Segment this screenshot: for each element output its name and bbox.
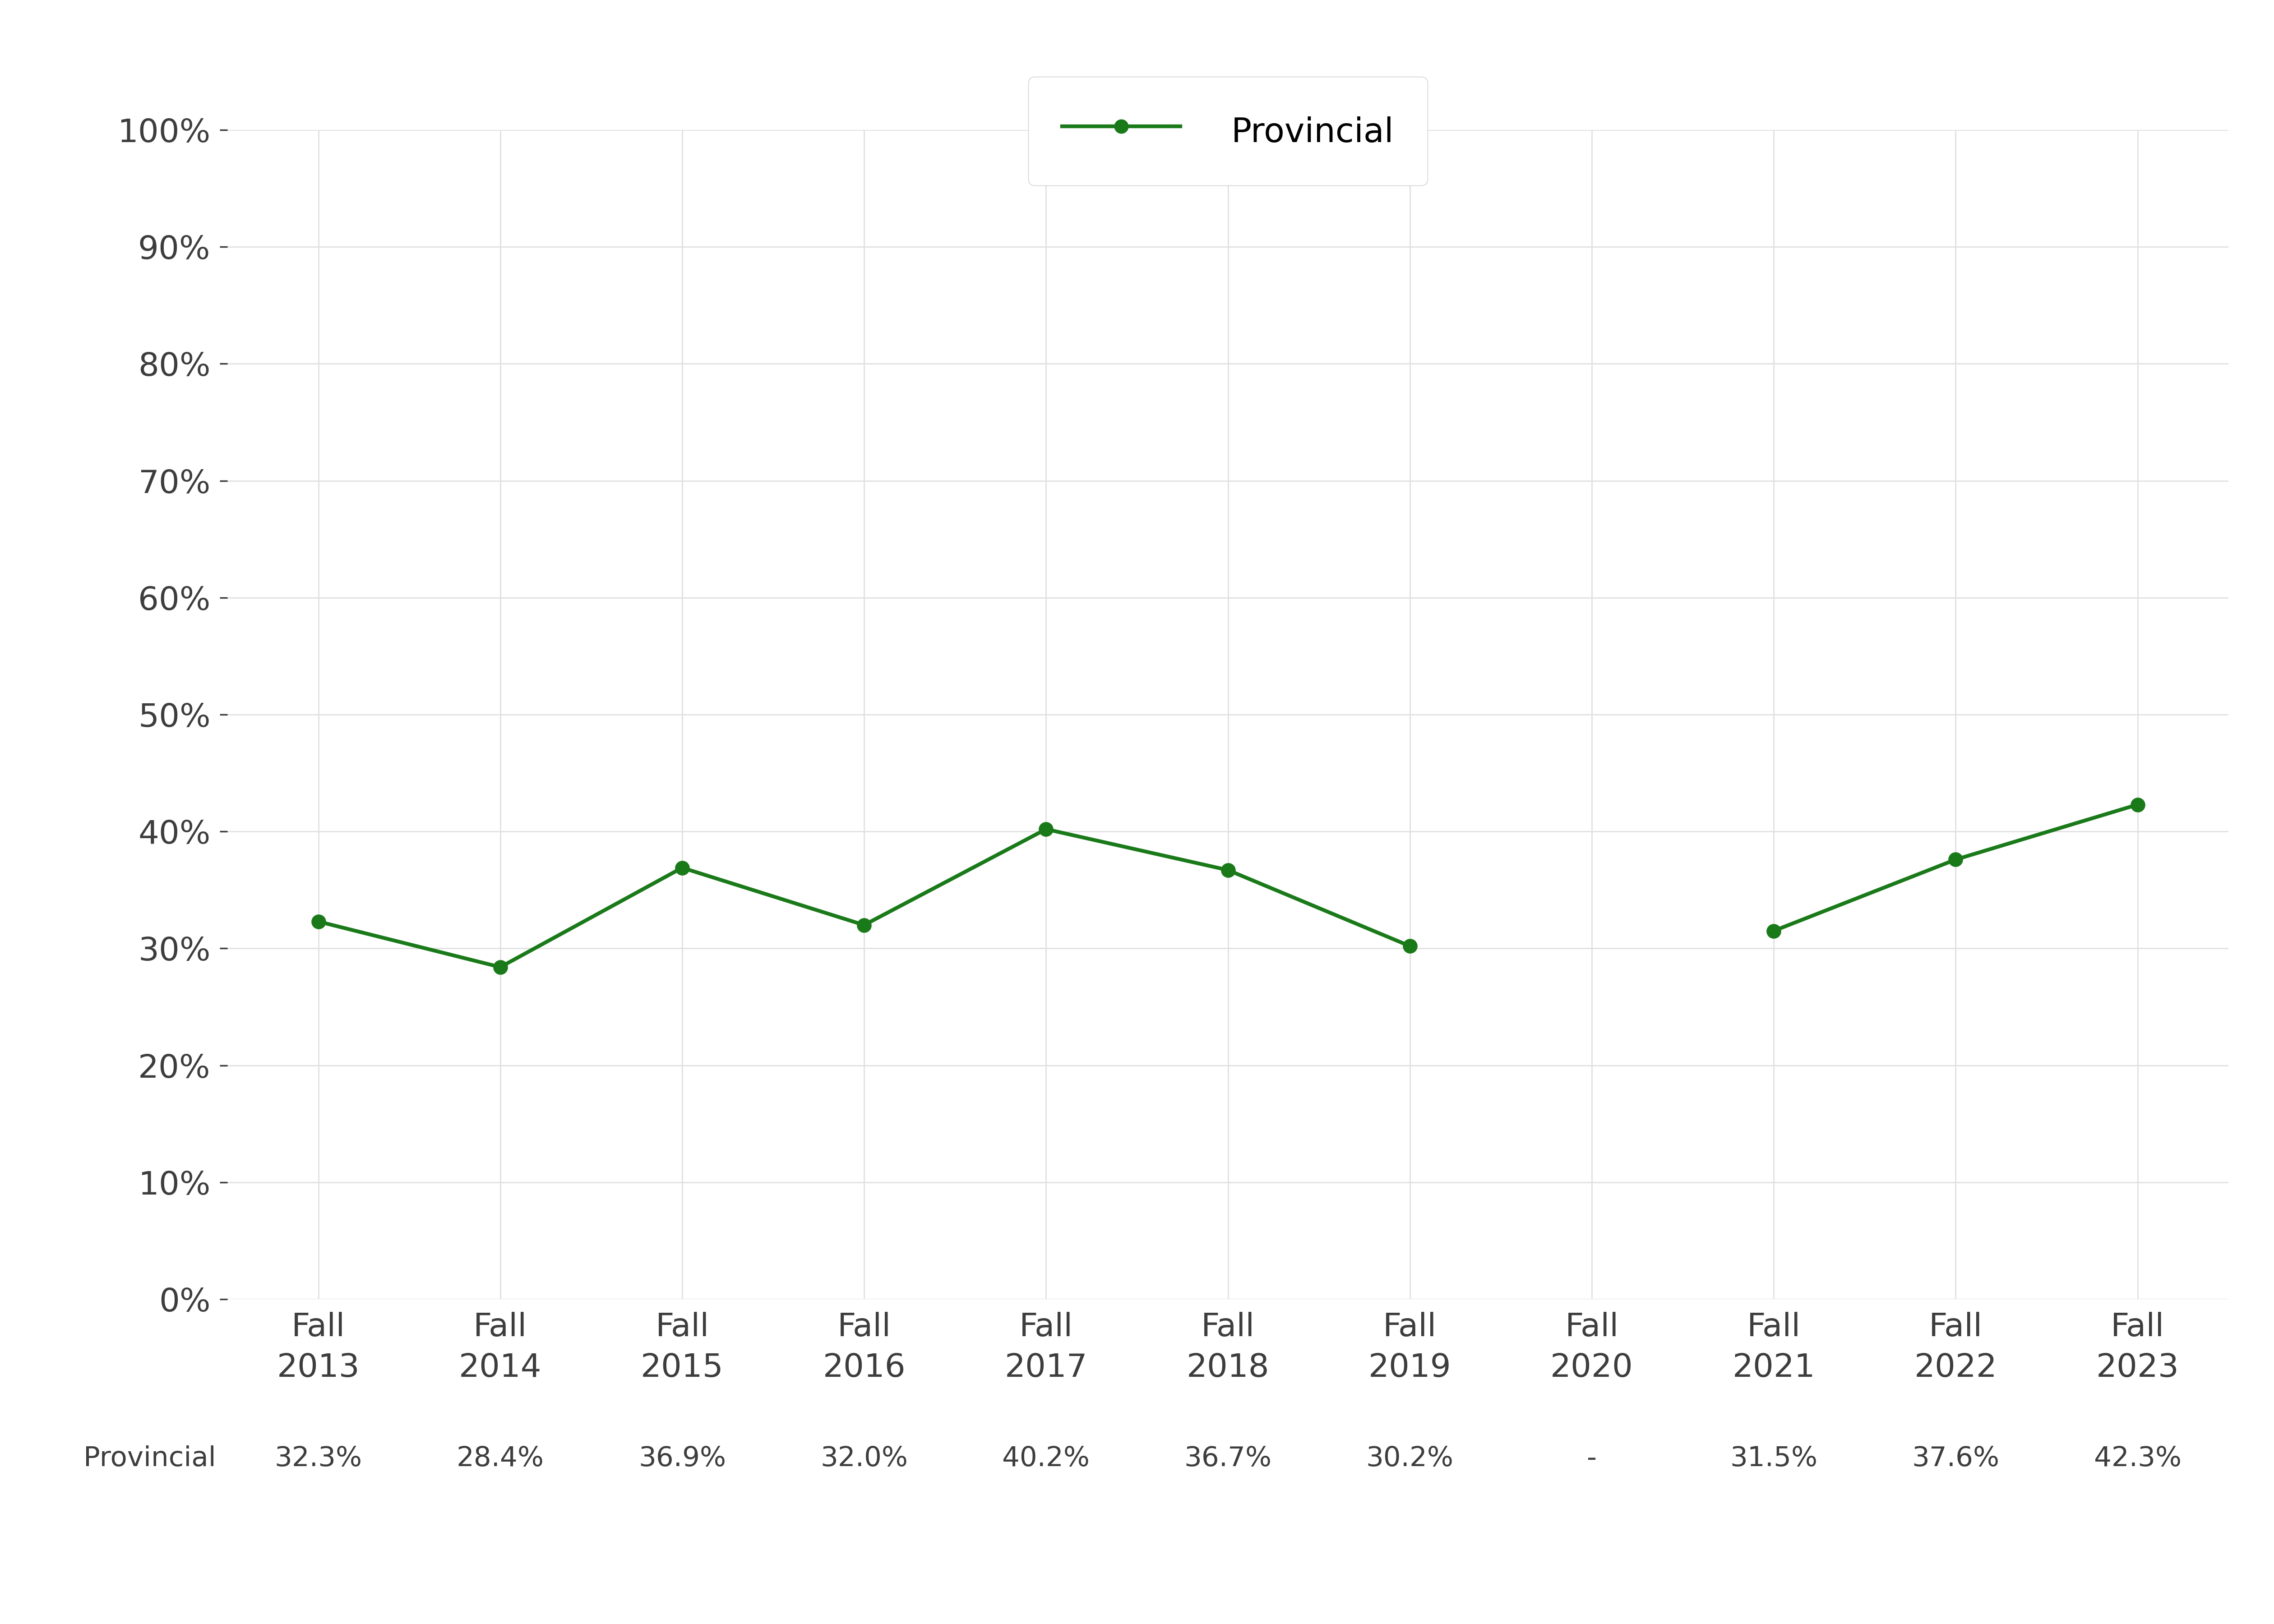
Text: 32.3%: 32.3%	[275, 1445, 362, 1471]
Text: 37.6%: 37.6%	[1912, 1445, 1999, 1471]
Text: 30.2%: 30.2%	[1367, 1445, 1453, 1471]
Text: 31.5%: 31.5%	[1731, 1445, 1817, 1471]
Text: 36.9%: 36.9%	[639, 1445, 725, 1471]
Text: 36.7%: 36.7%	[1185, 1445, 1271, 1471]
Text: 42.3%: 42.3%	[2094, 1445, 2181, 1471]
Text: -: -	[1587, 1445, 1596, 1471]
Text: 40.2%: 40.2%	[1003, 1445, 1089, 1471]
Text: 32.0%: 32.0%	[821, 1445, 907, 1471]
Text: 28.4%: 28.4%	[457, 1445, 543, 1471]
Legend: Provincial: Provincial	[1028, 76, 1428, 185]
Text: Provincial: Provincial	[84, 1445, 216, 1471]
